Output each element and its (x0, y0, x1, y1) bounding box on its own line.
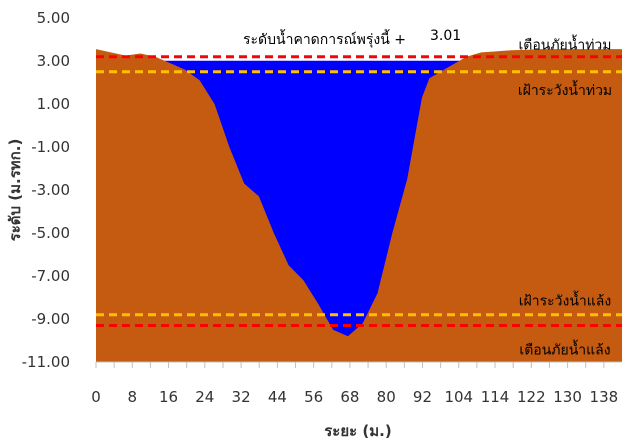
y-tick-label: -11.00 (22, 353, 70, 371)
y-axis-title: ระดับ (ม.รทก.) (6, 139, 24, 242)
x-tick-label: 92 (413, 388, 432, 406)
ref-label-drought_watch: เฝ้าระวังน้ำแล้ง (519, 291, 611, 310)
x-tick-label: 122 (517, 388, 546, 406)
x-tick-label: 24 (195, 388, 214, 406)
y-axis: 5.00 3.00 1.00 -1.00 -3.00 -5.00 -7.00 -9.00 -11… (22, 9, 70, 371)
x-tick-label: 68 (340, 388, 359, 406)
x-axis-title: ระยะ (ม.) (324, 422, 391, 440)
y-ticks: 5.00 3.00 1.00 -1.00 -3.00 -5.00 -7.00 -9.00 -11… (22, 9, 70, 371)
forecast-value: 3.01 (430, 28, 461, 44)
x-tick-label: 138 (590, 388, 619, 406)
y-tick-label: -3.00 (31, 181, 70, 199)
reference-labels: เตือนภัยน้ำท่วมเฝ้าระวังน้ำท่วมเฝ้าระวัง… (518, 35, 612, 359)
x-tick-label: 0 (91, 388, 101, 406)
x-axis: 0 8 16 24 32 44 56 68 80 92 104 114 122 130 138 (91, 361, 622, 406)
y-tick-label: 3.00 (37, 52, 70, 70)
reference-lines (96, 55, 622, 327)
x-tick-label: 104 (444, 388, 473, 406)
x-tick-label: 44 (268, 388, 287, 406)
forecast-annotation: ระดับน้ำคาดการณ์พรุ่งนี้ + 3.01 (243, 28, 461, 48)
x-tick-label: 8 (128, 388, 138, 406)
ground-area (96, 49, 622, 363)
y-tick-label: -7.00 (31, 267, 70, 285)
y-tick-label: -1.00 (31, 138, 70, 156)
x-tick-label: 130 (553, 388, 582, 406)
y-tick-label: -5.00 (31, 224, 70, 242)
y-tick-label: -9.00 (31, 310, 70, 328)
forecast-label: ระดับน้ำคาดการณ์พรุ่งนี้ + (243, 29, 406, 48)
x-tick-label: 16 (159, 388, 178, 406)
plot-area: เตือนภัยน้ำท่วมเฝ้าระวังน้ำท่วมเฝ้าระวัง… (96, 18, 622, 363)
x-ticks: 0 8 16 24 32 44 56 68 80 92 104 114 122 130 138 (91, 362, 618, 406)
ref-label-drought_warning: เตือนภัยน้ำแล้ง (519, 339, 610, 358)
x-tick-label: 56 (304, 388, 323, 406)
x-tick-label: 32 (232, 388, 251, 406)
y-tick-label: 5.00 (37, 9, 70, 27)
y-tick-label: 1.00 (37, 95, 70, 113)
x-tick-label: 114 (481, 388, 510, 406)
ref-label-flood_watch: เฝ้าระวังน้ำท่วม (518, 80, 612, 99)
ref-label-flood_warning: เตือนภัยน้ำท่วม (518, 35, 611, 54)
x-tick-label: 80 (377, 388, 396, 406)
